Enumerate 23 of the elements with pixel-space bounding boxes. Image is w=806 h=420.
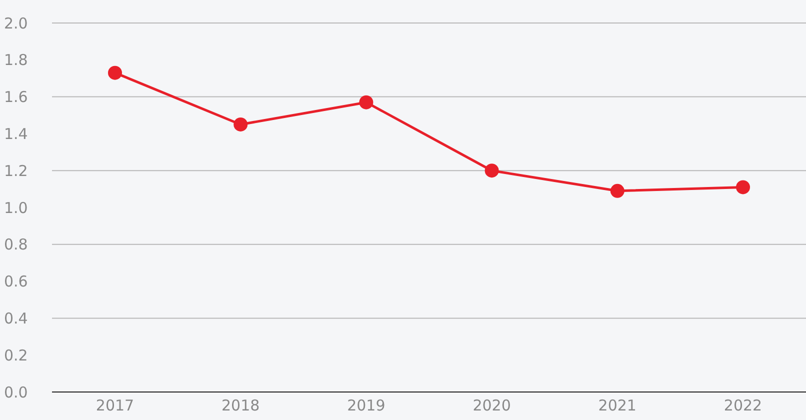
y-tick-label: 0.0 — [4, 383, 28, 402]
point — [736, 180, 750, 194]
y-tick-label: 1.6 — [4, 88, 28, 106]
y-tick-label: 1.4 — [4, 125, 28, 144]
y-tick-label: 0.6 — [4, 272, 28, 291]
x-tick-label: 2020 — [472, 396, 511, 415]
y-tick-label: 0.8 — [4, 236, 28, 254]
y-tick-label: 1.8 — [4, 51, 28, 70]
x-tick-label: 2022 — [724, 396, 762, 415]
y-tick-label: 0.4 — [4, 310, 28, 328]
y-tick-label: 2.0 — [4, 14, 28, 32]
point — [359, 95, 374, 110]
x-tick-label: 2019 — [347, 396, 386, 415]
point — [108, 66, 122, 80]
y-tick-label: 1.2 — [4, 162, 28, 180]
x-tick-label: 2018 — [222, 396, 260, 415]
point — [610, 184, 624, 198]
x-tick-label: 2017 — [96, 396, 134, 415]
y-tick-label: 1.0 — [4, 198, 28, 217]
point — [234, 117, 248, 132]
y-tick-label: 0.2 — [4, 346, 28, 364]
x-tick-label: 2021 — [598, 396, 636, 415]
point — [484, 164, 499, 178]
